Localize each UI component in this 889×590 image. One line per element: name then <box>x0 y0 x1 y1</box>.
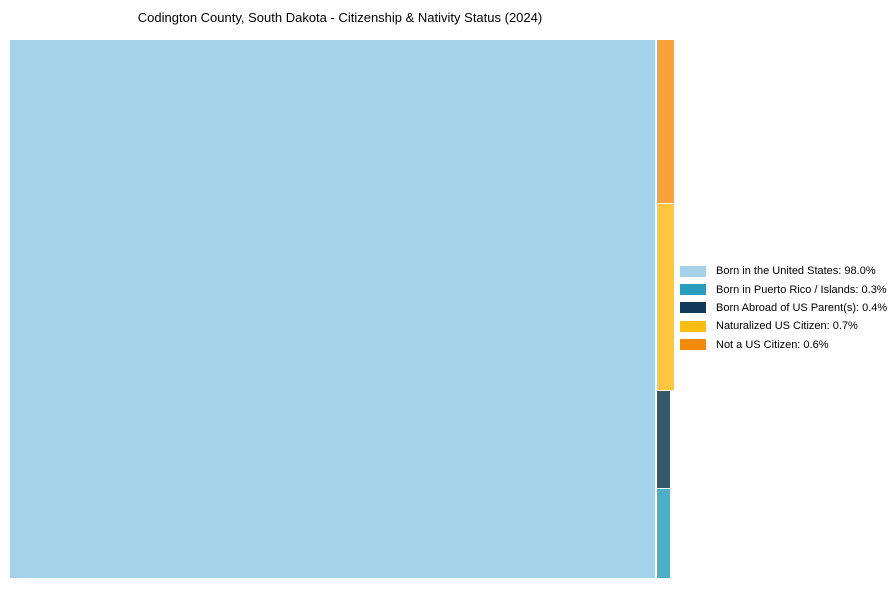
treemap-rect-born-abroad-us-parents <box>657 391 670 488</box>
legend: Born in the United States: 98.0% Born in … <box>680 262 887 354</box>
legend-row-not-us-citizen: Not a US Citizen: 0.6% <box>680 336 887 354</box>
legend-row-naturalized-us-citizen: Naturalized US Citizen: 0.7% <box>680 317 887 335</box>
legend-label: Not a US Citizen: 0.6% <box>716 338 829 351</box>
legend-label: Born in the United States: 98.0% <box>716 265 876 278</box>
treemap-rect-naturalized-us-citizen <box>657 204 674 390</box>
treemap-rect-born-puerto-rico-islands <box>657 489 670 578</box>
legend-swatch-icon <box>680 265 706 277</box>
treemap-rect-born-in-us <box>10 40 655 578</box>
legend-row-born-puerto-rico-islands: Born in Puerto Rico / Islands: 0.3% <box>680 280 887 298</box>
legend-label: Born in Puerto Rico / Islands: 0.3% <box>716 283 887 296</box>
legend-swatch-icon <box>680 284 706 296</box>
treemap-rect-not-us-citizen <box>657 40 674 203</box>
legend-swatch-icon <box>680 320 706 332</box>
legend-row-born-abroad-us-parents: Born Abroad of US Parent(s): 0.4% <box>680 299 887 317</box>
chart-title: Codington County, South Dakota - Citizen… <box>137 10 543 25</box>
legend-label: Naturalized US Citizen: 0.7% <box>716 320 858 333</box>
legend-swatch-icon <box>680 339 706 351</box>
legend-swatch-icon <box>680 302 706 314</box>
legend-row-born-in-us: Born in the United States: 98.0% <box>680 262 887 280</box>
legend-label: Born Abroad of US Parent(s): 0.4% <box>716 301 888 314</box>
